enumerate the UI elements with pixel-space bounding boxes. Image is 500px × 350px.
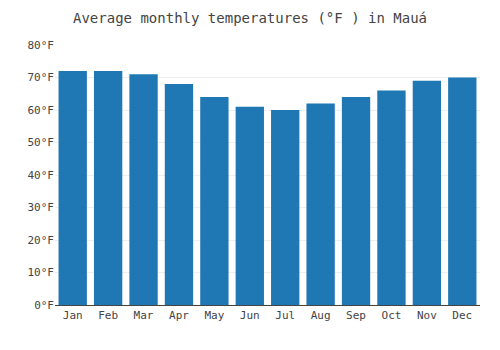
svg-text:Jul: Jul — [275, 309, 295, 322]
svg-text:Jan: Jan — [63, 309, 83, 322]
svg-text:Dec: Dec — [452, 309, 472, 322]
svg-text:Sep: Sep — [346, 309, 366, 322]
svg-text:May: May — [204, 309, 224, 322]
svg-text:10°F: 10°F — [28, 266, 55, 279]
svg-text:Average monthly temperatures (: Average monthly temperatures (°F ) in Ma… — [73, 10, 427, 26]
svg-text:60°F: 60°F — [28, 104, 55, 117]
svg-text:70°F: 70°F — [28, 71, 55, 84]
svg-text:Aug: Aug — [311, 309, 331, 322]
svg-text:Feb: Feb — [98, 309, 118, 322]
svg-text:50°F: 50°F — [28, 136, 55, 149]
svg-text:30°F: 30°F — [28, 201, 55, 214]
svg-text:Jun: Jun — [240, 309, 260, 322]
svg-text:40°F: 40°F — [28, 169, 55, 182]
svg-text:0°F: 0°F — [34, 299, 54, 312]
svg-text:Nov: Nov — [417, 309, 437, 322]
svg-text:80°F: 80°F — [28, 39, 55, 52]
svg-text:20°F: 20°F — [28, 234, 55, 247]
svg-text:Apr: Apr — [169, 309, 189, 322]
svg-text:Mar: Mar — [134, 309, 154, 322]
svg-text:Oct: Oct — [382, 309, 402, 322]
